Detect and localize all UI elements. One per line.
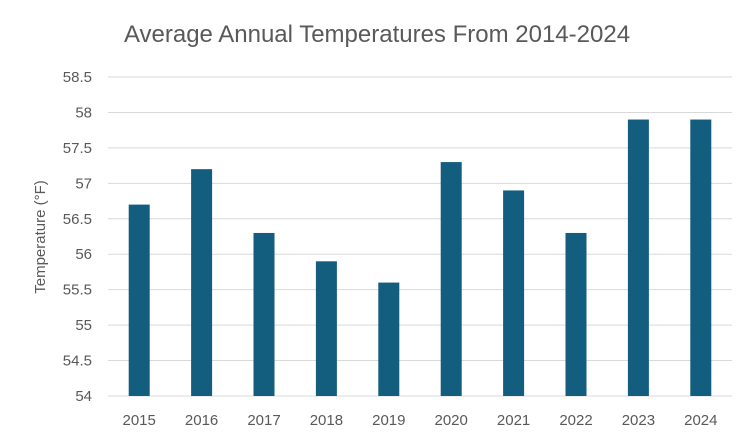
bar-2021 [503,190,525,396]
y-tick-label: 54 [75,388,92,405]
bar-2019 [378,282,400,396]
x-tick-label: 2016 [185,412,218,429]
x-tick-label: 2015 [123,412,156,429]
x-tick-label: 2024 [684,412,717,429]
bar-2017 [253,232,275,396]
bar-2024 [690,119,712,397]
bar-2016 [191,169,213,396]
bar-2020 [440,162,462,396]
y-tick-label: 54.5 [63,353,92,370]
x-tick-label: 2022 [559,412,592,429]
x-tick-label: 2018 [310,412,343,429]
y-tick-label: 56.5 [63,211,92,228]
x-tick-label: 2020 [435,412,468,429]
bar-2022 [565,232,587,396]
y-axis-label: Temperature (°F) [32,180,49,294]
chart-title: Average Annual Temperatures From 2014-20… [124,21,630,48]
y-tick-label: 55 [75,317,92,334]
y-tick-label: 58.5 [63,69,92,86]
x-axis-ticks: 2015 2016 2017 2018 2019 2020 2021 2022 2023 2024 [123,412,718,429]
y-tick-label: 57 [75,175,92,192]
x-tick-label: 2017 [247,412,280,429]
x-tick-label: 2023 [622,412,655,429]
bar-2015 [128,204,150,396]
bar-2023 [627,119,649,397]
bars [128,119,712,397]
x-tick-label: 2019 [372,412,405,429]
y-tick-label: 56 [75,246,92,263]
y-tick-label: 55.5 [63,282,92,299]
bar-2018 [315,261,337,396]
x-tick-label: 2021 [497,412,530,429]
y-axis-ticks: 54 54.5 55 55.5 56 56.5 57 57.5 58 58.5 [63,69,92,405]
y-tick-label: 58 [75,104,92,121]
y-tick-label: 57.5 [63,140,92,157]
